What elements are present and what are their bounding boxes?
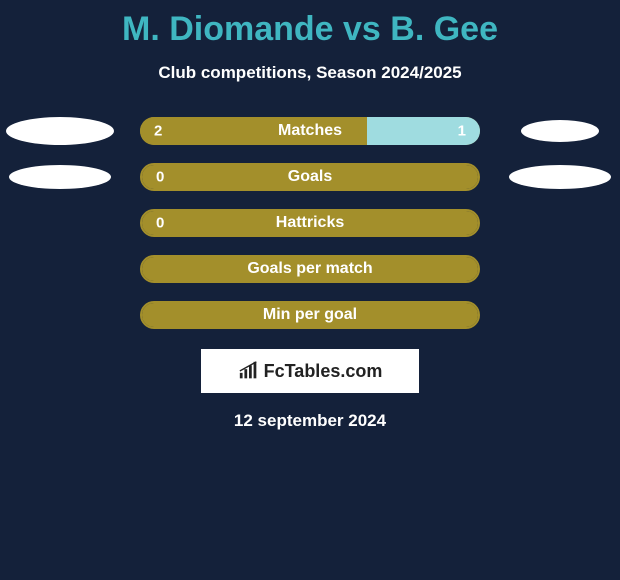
page-date: 12 september 2024 [234,411,386,431]
stat-value-left: 2 [154,123,162,140]
comparison-rows: Matches 2 1 Goals 0 Hattricks 0 Goals per match… [0,117,620,329]
brand-box[interactable]: FcTables.com [201,349,419,393]
comparison-card: M. Diomande vs B. Gee Club competitions,… [0,0,620,431]
left-oval-slot [0,117,120,145]
stat-label: Goals [288,168,332,186]
comparison-row: Goals 0 [0,163,620,191]
player-right-marker [509,165,611,189]
comparison-row: Goals per match [0,255,620,283]
bar-chart-icon [238,360,260,382]
page-title: M. Diomande vs B. Gee [122,10,498,49]
comparison-row: Matches 2 1 [0,117,620,145]
stat-bar: Min per goal [140,301,480,329]
stat-label: Hattricks [276,214,344,232]
right-oval-slot [500,165,620,189]
page-subtitle: Club competitions, Season 2024/2025 [158,63,461,83]
brand-text: FcTables.com [264,361,383,382]
stat-bar: Goals per match [140,255,480,283]
stat-bar: Matches 2 1 [140,117,480,145]
stat-value-left: 0 [156,169,164,186]
stat-value-left: 0 [156,215,164,232]
stat-bar: Hattricks 0 [140,209,480,237]
stat-label: Min per goal [263,306,357,324]
stat-label: Matches [278,122,342,140]
player-left-marker [6,117,114,145]
left-oval-slot [0,165,120,189]
comparison-row: Hattricks 0 [0,209,620,237]
stat-bar: Goals 0 [140,163,480,191]
stat-value-right: 1 [458,123,466,140]
comparison-row: Min per goal [0,301,620,329]
player-left-marker [9,165,111,189]
stat-label: Goals per match [247,260,372,278]
right-oval-slot [500,120,620,142]
player-right-marker [521,120,599,142]
